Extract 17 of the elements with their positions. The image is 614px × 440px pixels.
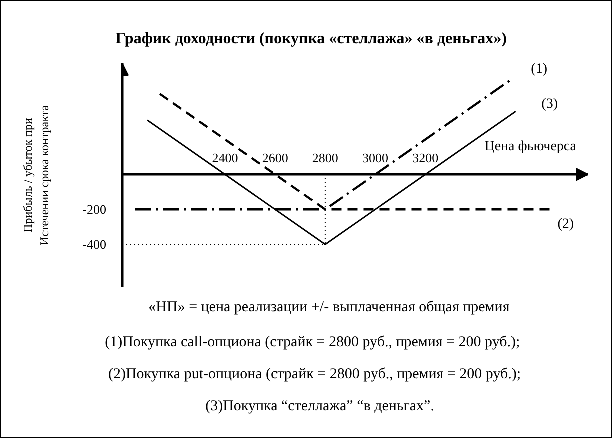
x-axis-title: Цена фьючерса <box>484 140 578 155</box>
y-axis-title: Прибыль / убыток при Истечении срока контракта <box>20 104 52 246</box>
text: (2)Покупка put-опциона (страйк = 2800 руб., премия = 200 руб.); <box>108 366 522 382</box>
x-tick-label: 2600 <box>262 150 288 166</box>
x-tick-label: 2800 <box>312 150 338 166</box>
y-tick-label: -200 <box>82 202 107 218</box>
series-label: (1) <box>531 62 548 77</box>
chart-title: График доходности (покупка «стеллажа» «в деньгах») <box>116 30 507 48</box>
x-tick-label: 3200 <box>412 150 439 166</box>
series-label: (3) <box>542 97 558 112</box>
x-tick-label: 2400 <box>212 150 238 166</box>
y-tick-label: -400 <box>82 237 107 252</box>
text: (1)Покупка call-опциона (страйк = 2800 руб., премия = 200 руб.); <box>105 334 520 350</box>
x-tick-label: 3000 <box>362 150 389 166</box>
series-label: (2) <box>558 217 574 232</box>
text: «НП» = цена реализации +/- выплаченная общая премия <box>148 300 510 316</box>
text: (3)Покупка “стеллажа” “в деньгах”. <box>206 398 434 414</box>
